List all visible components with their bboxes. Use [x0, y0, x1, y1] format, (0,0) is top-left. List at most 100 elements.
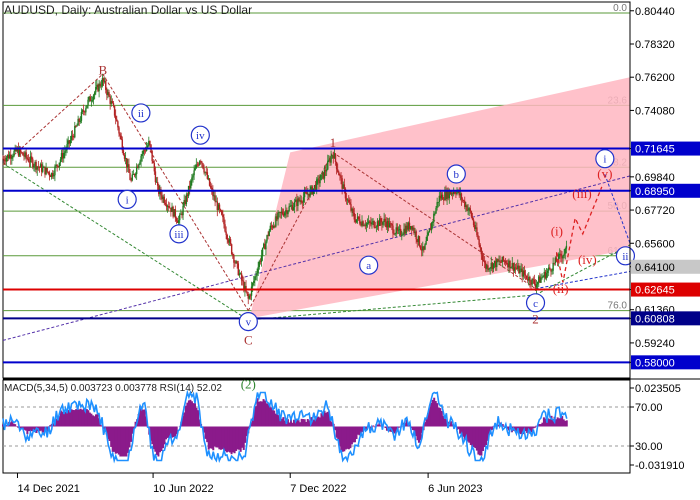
- macd-bar: [513, 426, 516, 431]
- candle-body: [121, 139, 124, 151]
- candle-body: [394, 233, 396, 235]
- candle-body: [80, 112, 83, 121]
- candle-body: [355, 219, 358, 223]
- candle-body: [361, 221, 363, 226]
- candle-body: [399, 228, 402, 236]
- candle-body: [387, 221, 390, 228]
- wave-label-v: v: [246, 317, 252, 329]
- candle-body: [454, 191, 456, 194]
- candle-body: [317, 178, 319, 180]
- candle-body: [156, 181, 159, 186]
- candle-body: [422, 246, 424, 251]
- candle-body: [111, 101, 114, 104]
- wave-label-iii: iii: [174, 229, 183, 241]
- price-label-0.68950: 0.68950: [635, 186, 675, 198]
- candle-body: [269, 225, 272, 231]
- wave-label-1: 1: [330, 135, 337, 150]
- candle-body: [412, 227, 414, 230]
- candle-body: [239, 273, 242, 275]
- candle-body: [509, 260, 511, 269]
- macd-bar: [110, 426, 113, 447]
- candle-body: [436, 202, 438, 208]
- candle-body: [534, 283, 537, 288]
- candle-body: [375, 226, 378, 228]
- candle-body: [281, 211, 284, 214]
- candle-body: [12, 156, 14, 158]
- candle-body: [552, 262, 554, 271]
- candle-body: [58, 162, 61, 167]
- candle-body: [283, 212, 286, 216]
- macd-bar: [56, 416, 59, 427]
- macd-bar: [134, 421, 137, 427]
- candle-body: [553, 262, 555, 264]
- macd-bar: [529, 426, 532, 434]
- macd-bar: [245, 426, 248, 437]
- macd-bar: [116, 426, 119, 454]
- candle-body: [72, 136, 75, 138]
- macd-bar: [280, 418, 283, 427]
- macd-bar: [497, 424, 500, 427]
- macd-bar: [107, 426, 110, 440]
- macd-bar: [171, 426, 174, 438]
- macd-bar: [172, 426, 175, 438]
- candle-body: [154, 171, 157, 183]
- candle-body: [207, 178, 210, 180]
- candle-body: [425, 240, 427, 245]
- macd-bar: [174, 426, 177, 437]
- macd-bar: [268, 405, 271, 427]
- candle-body: [533, 279, 536, 284]
- macd-bar: [165, 426, 168, 440]
- macd-bar: [49, 425, 52, 427]
- macd-bar: [88, 412, 91, 427]
- candle-body: [438, 195, 441, 202]
- macd-bar: [474, 426, 477, 449]
- candle-body: [213, 195, 215, 197]
- indicator-label--0.031910: -0.031910: [635, 460, 685, 472]
- macd-bar: [253, 409, 256, 427]
- candle-body: [82, 110, 85, 112]
- macd-bar: [233, 426, 236, 454]
- candle-body: [205, 171, 207, 173]
- candle-body: [523, 270, 526, 275]
- candle-body: [293, 201, 296, 208]
- candle-body: [257, 266, 259, 274]
- candle-body: [46, 167, 48, 172]
- candle-body: [346, 199, 349, 201]
- candle-body: [341, 178, 343, 189]
- candle-body: [90, 100, 93, 102]
- macd-bar: [216, 426, 219, 448]
- price-label-0.60808: 0.60808: [635, 313, 675, 325]
- macd-bar: [168, 426, 171, 438]
- macd-bar: [225, 426, 228, 453]
- candle-body: [318, 178, 320, 184]
- candle-body: [198, 161, 201, 165]
- candle-body: [236, 261, 238, 264]
- candle-body: [433, 213, 435, 222]
- price-box-0.62645: [631, 282, 700, 297]
- macd-bar: [321, 412, 324, 427]
- candle-body: [34, 161, 36, 167]
- candle-body: [350, 204, 352, 211]
- macd-bar: [291, 422, 294, 427]
- macd-bar: [273, 410, 276, 427]
- candle-body: [351, 208, 353, 211]
- candle-body: [492, 263, 495, 269]
- candle-body: [451, 193, 454, 195]
- macd-bar: [65, 409, 68, 427]
- candle-body: [28, 161, 31, 163]
- wave-label-iv: iv: [196, 130, 205, 142]
- candle-body: [460, 193, 463, 200]
- macd-bar: [314, 416, 317, 427]
- macd-bar: [541, 422, 544, 427]
- macd-bar: [302, 419, 305, 427]
- macd-bar: [96, 414, 99, 427]
- candle-body: [229, 239, 232, 245]
- macd-bar: [379, 425, 382, 427]
- candle-body: [514, 267, 517, 269]
- candle-body: [206, 172, 209, 179]
- candle-body: [449, 191, 452, 195]
- candle-body: [39, 164, 42, 168]
- candle-body: [7, 154, 10, 159]
- macd-bar: [157, 426, 160, 457]
- wave-label-(iii): (iii): [572, 186, 592, 201]
